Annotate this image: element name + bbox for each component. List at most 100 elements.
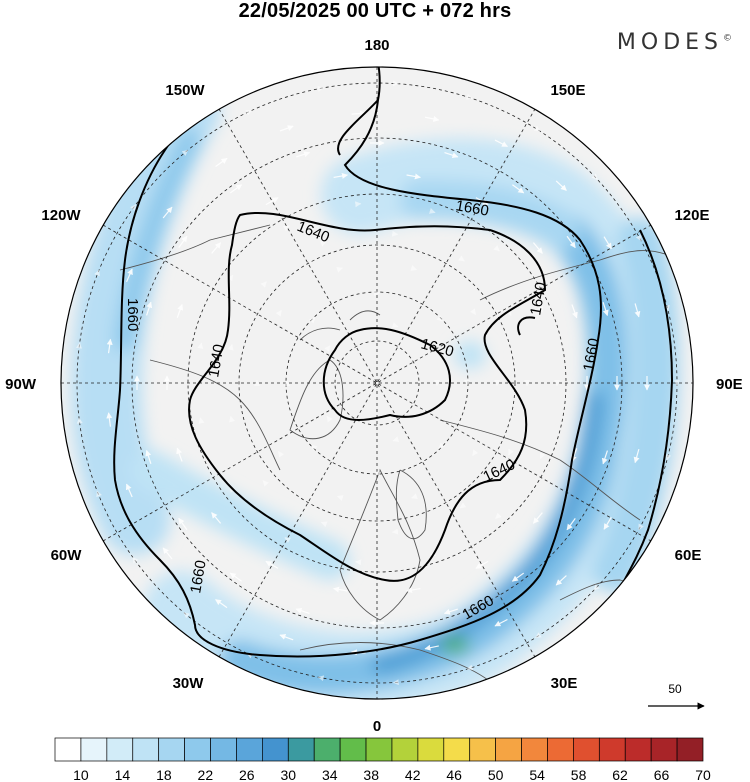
contour-1640 — [188, 211, 547, 582]
lat-circle-60 — [238, 244, 516, 522]
lon-label-90e: 90E — [716, 376, 743, 393]
reference-vector: 50 — [648, 682, 705, 710]
colorbar: 10 14 18 22 26 30 34 38 42 46 50 54 58 62 66 70 — [54, 737, 711, 782]
contour-1640-east — [517, 316, 536, 336]
colorbar-swatch — [210, 737, 237, 762]
wind-arrow — [602, 301, 609, 317]
wind-arrow — [495, 512, 502, 519]
colorbar-swatch — [262, 737, 289, 762]
lon-label-150w: 150W — [165, 82, 205, 99]
wind-arrow — [106, 338, 113, 354]
colorbar-tick-label: 66 — [654, 767, 670, 782]
wind-arrow — [355, 559, 362, 566]
colorbar-swatch — [236, 737, 263, 762]
wind-arrow — [638, 523, 644, 531]
jet-band-pacific — [400, 180, 580, 250]
wind-arrow — [326, 415, 333, 423]
coast-greenland — [289, 359, 344, 440]
wind-arrow — [229, 415, 235, 423]
lon-label-60w: 60W — [51, 547, 83, 564]
wind-arrow — [162, 547, 173, 560]
height-contours — [113, 67, 674, 658]
lon-label-90w: 90W — [5, 376, 37, 393]
wind-arrow — [262, 480, 269, 487]
map-border — [60, 66, 694, 700]
lon-label-30w: 30W — [173, 675, 205, 692]
jet-band-east — [592, 217, 680, 593]
contour-label-1660-d: 1660 — [187, 559, 210, 595]
wind-arrow — [428, 208, 436, 214]
wind-arrow — [198, 417, 205, 424]
colorbar-swatch — [313, 737, 341, 762]
wind-arrow — [317, 675, 325, 682]
colorbar-swatch — [650, 737, 678, 762]
wind-arrow — [466, 664, 474, 671]
wind-arrow — [311, 444, 318, 451]
wind-arrow — [391, 230, 399, 237]
colorbar-tick-label: 14 — [115, 767, 131, 782]
wind-arrow — [532, 512, 543, 524]
wind-arrow — [443, 608, 459, 615]
wind-arrow — [511, 572, 525, 582]
wind-arrow — [265, 560, 279, 569]
wind-arrow — [320, 521, 328, 528]
wind-arrow — [392, 528, 399, 535]
lon-label-60e: 60E — [675, 547, 702, 564]
wind-arrow — [411, 493, 418, 500]
jet-band-west-core — [114, 129, 201, 351]
wind-arrow — [178, 517, 188, 531]
wind-vectors — [76, 80, 680, 686]
colorbar-tick-label: 42 — [405, 767, 421, 782]
coast-europe — [339, 468, 421, 621]
wind-arrow — [76, 417, 83, 424]
coast-alaska — [119, 224, 271, 271]
wind-arrow — [183, 612, 190, 619]
wind-arrow — [571, 304, 578, 319]
colorbar-swatch — [676, 737, 704, 762]
wind-arrow — [146, 301, 153, 316]
colorbar-tick-label: 54 — [529, 767, 545, 782]
colorbar-swatch — [365, 737, 393, 762]
wind-arrow — [145, 449, 152, 465]
colorbar-tick-label: 30 — [280, 767, 296, 782]
colorbar-tick-label: 62 — [612, 767, 628, 782]
wind-arrow — [215, 157, 228, 167]
wind-arrow — [635, 234, 642, 242]
colorbar-swatch — [469, 737, 496, 762]
contour-label-1660-c: 1660 — [124, 298, 141, 331]
wind-arrow — [539, 452, 546, 460]
colorbar-tick-label: 50 — [488, 767, 504, 782]
lon-label-30e: 30E — [551, 675, 578, 692]
colorbar-swatch — [417, 737, 445, 762]
wind-arrow — [176, 447, 183, 462]
wind-arrow — [494, 139, 508, 148]
wind-arrow — [76, 342, 82, 349]
wind-arrow — [324, 345, 331, 352]
wind-arrow — [472, 449, 479, 457]
wind-arrow — [279, 634, 294, 641]
wind-blob-kara — [454, 341, 486, 369]
coast-russia — [439, 419, 641, 521]
wind-arrow — [591, 173, 598, 180]
colorbar-tick-label: 58 — [571, 767, 587, 782]
contour-1660 — [113, 67, 602, 658]
wind-arrow — [215, 599, 228, 609]
wind-arrow — [282, 225, 290, 232]
wind-arrow — [94, 269, 100, 277]
lon-label-0: 0 — [373, 718, 381, 735]
wind-arrow — [227, 274, 234, 282]
colorbar-tick-label: 22 — [198, 767, 214, 782]
wind-arrow — [211, 512, 222, 524]
wind-arrow — [284, 537, 292, 543]
wind-arrow — [444, 152, 459, 159]
wind-arrow — [533, 125, 541, 132]
wind-arrow — [424, 644, 439, 651]
colorbar-swatch — [287, 737, 315, 762]
colorbar-swatch — [339, 737, 367, 762]
brand-text: MODES — [616, 30, 723, 55]
colorbar-tick-label: 38 — [363, 767, 379, 782]
wind-arrow — [275, 309, 282, 317]
wind-arrow — [309, 317, 316, 324]
wind-arrow — [537, 305, 544, 313]
map-title: 22/05/2025 00 UTC + 072 hrs — [238, 0, 512, 22]
